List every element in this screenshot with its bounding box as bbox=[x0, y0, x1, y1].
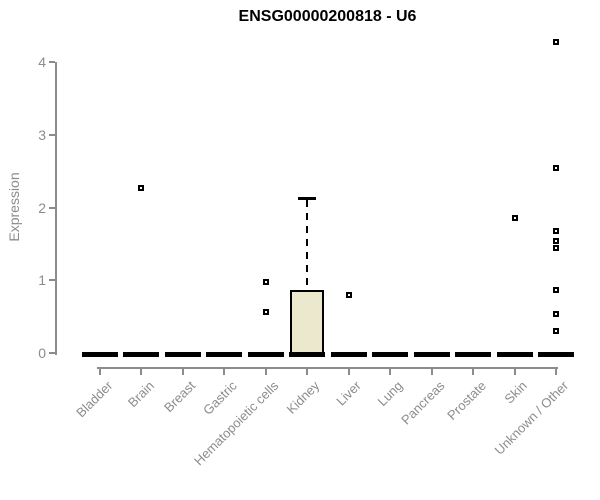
outlier-point bbox=[553, 227, 559, 234]
x-tick bbox=[555, 369, 557, 375]
y-tick bbox=[49, 133, 55, 136]
median-bar bbox=[538, 351, 574, 357]
outlier-point bbox=[262, 309, 269, 316]
y-tick-label: 4 bbox=[38, 54, 46, 70]
median-bar bbox=[247, 351, 284, 357]
median-bar bbox=[206, 351, 242, 357]
x-tick-label: Pancreas bbox=[397, 378, 448, 428]
x-tick-label: Kidney bbox=[283, 378, 323, 417]
outlier-point bbox=[262, 279, 269, 286]
median-bar bbox=[330, 351, 367, 357]
y-axis-line bbox=[55, 62, 57, 355]
x-tick-label: Bladder bbox=[72, 378, 116, 421]
x-tick-label: Unknown / Other bbox=[492, 378, 572, 458]
x-tick bbox=[389, 369, 391, 375]
y-tick bbox=[49, 352, 55, 354]
whisker-cap bbox=[298, 197, 316, 201]
median-bar bbox=[81, 351, 118, 357]
outlier-point bbox=[553, 39, 559, 46]
whisker bbox=[306, 200, 308, 290]
x-tick bbox=[264, 369, 267, 375]
outlier-point bbox=[553, 311, 559, 318]
x-tick bbox=[472, 369, 474, 375]
x-tick bbox=[98, 369, 101, 375]
median-bar bbox=[164, 351, 201, 357]
y-tick bbox=[49, 279, 55, 282]
median-bar bbox=[372, 351, 408, 357]
x-tick-label: Lung bbox=[374, 378, 406, 410]
outlier-point bbox=[553, 328, 559, 335]
outlier-point bbox=[138, 184, 144, 191]
x-tick-label: Skin bbox=[501, 378, 531, 407]
y-tick-label: 2 bbox=[38, 199, 46, 216]
outlier-point bbox=[553, 165, 559, 172]
median-bar bbox=[123, 351, 159, 357]
x-tick bbox=[306, 369, 308, 375]
outlier-point bbox=[553, 244, 559, 251]
outlier-point bbox=[511, 214, 518, 221]
median-bar bbox=[289, 351, 325, 357]
chart-title: ENSG00000200818 - U6 bbox=[238, 8, 417, 25]
y-tick-label: 1 bbox=[38, 272, 46, 289]
y-tick bbox=[49, 206, 55, 209]
x-tick-label: Liver bbox=[333, 378, 365, 409]
outlier-point bbox=[553, 237, 559, 244]
outlier-point bbox=[553, 286, 559, 293]
x-tick-label: Brain bbox=[124, 378, 157, 411]
box bbox=[290, 289, 324, 355]
y-tick bbox=[49, 61, 55, 63]
x-tick-label: Gastric bbox=[199, 378, 240, 418]
x-tick-label: Prostate bbox=[443, 378, 489, 423]
x-axis-line bbox=[97, 367, 558, 369]
x-tick bbox=[513, 369, 516, 375]
x-tick-label: Breast bbox=[160, 378, 199, 416]
x-tick bbox=[430, 369, 433, 375]
x-tick bbox=[223, 369, 225, 375]
x-tick bbox=[181, 369, 184, 375]
median-bar bbox=[455, 351, 491, 357]
median-bar bbox=[413, 351, 450, 357]
y-tick-label: 3 bbox=[38, 126, 46, 143]
x-tick bbox=[347, 369, 350, 375]
median-bar bbox=[496, 351, 533, 357]
outlier-point bbox=[345, 291, 352, 298]
y-tick-label: 0 bbox=[38, 345, 46, 361]
x-tick bbox=[140, 369, 142, 375]
